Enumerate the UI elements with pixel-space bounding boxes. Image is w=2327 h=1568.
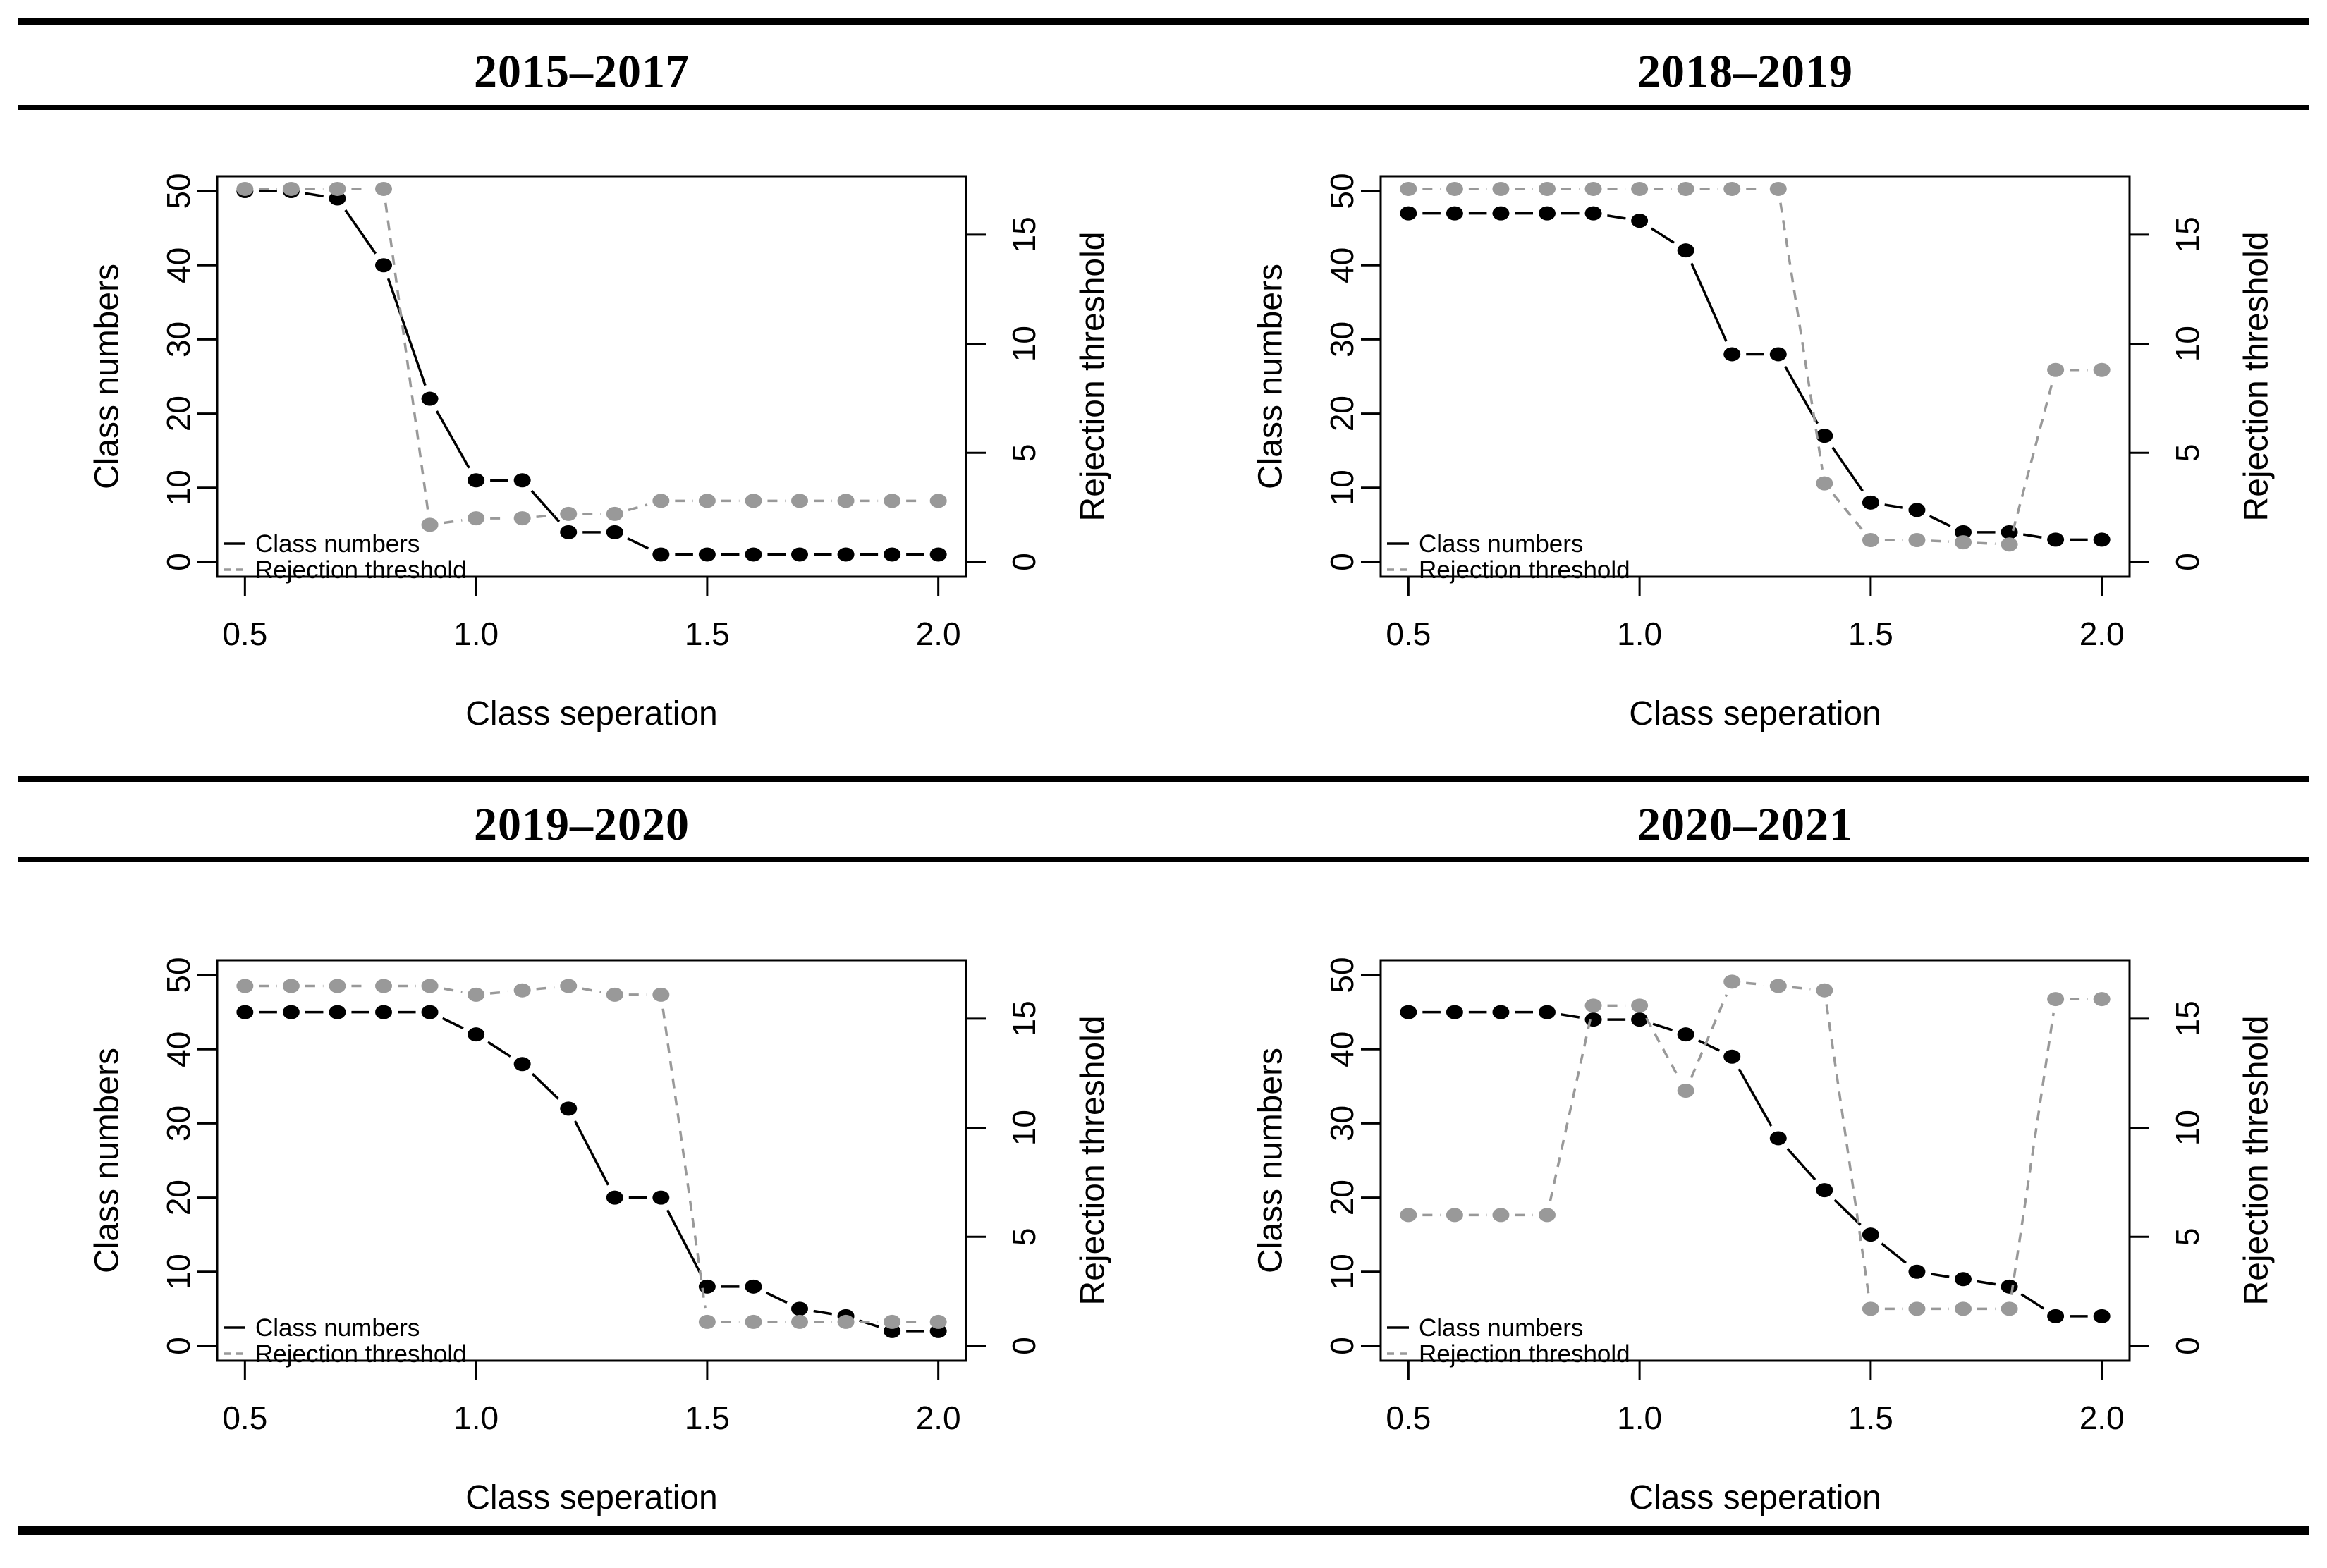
svg-text:0: 0 xyxy=(160,553,197,571)
svg-text:10: 10 xyxy=(2169,326,2206,362)
svg-text:Rejection threshold: Rejection threshold xyxy=(255,556,467,584)
chart-panel-2019-2020: 0.5 1.0 1.5 2.0 0 10 20 30 40 50 0 5 10 15 Class numbe… xyxy=(0,784,1164,1568)
svg-text:15: 15 xyxy=(2169,216,2206,252)
svg-text:Class numbers: Class numbers xyxy=(1252,264,1290,489)
svg-text:2.0: 2.0 xyxy=(2079,615,2125,652)
svg-text:5: 5 xyxy=(2169,1227,2206,1246)
svg-text:2.0: 2.0 xyxy=(916,1399,961,1436)
svg-text:1.5: 1.5 xyxy=(1848,1399,1893,1436)
svg-text:20: 20 xyxy=(1324,1180,1360,1215)
svg-text:Class numbers: Class numbers xyxy=(1252,1048,1290,1273)
svg-text:Class numbers: Class numbers xyxy=(1419,530,1583,558)
svg-text:Rejection threshold: Rejection threshold xyxy=(1419,556,1630,584)
svg-text:Class numbers: Class numbers xyxy=(255,1314,420,1342)
panel-title-2018-2019: 2018–2019 xyxy=(1637,46,1853,97)
svg-text:0: 0 xyxy=(2169,553,2206,571)
panel-title-2020-2021: 2020–2021 xyxy=(1637,799,1853,850)
svg-text:Class numbers: Class numbers xyxy=(255,530,420,558)
svg-text:5: 5 xyxy=(1006,1227,1042,1246)
panel-title-2015-2017: 2015–2017 xyxy=(474,46,690,97)
chart-canvas: 0.5 1.0 1.5 2.0 0 10 20 30 40 50 0 5 10 15 Class numbe… xyxy=(1252,957,2276,1517)
svg-text:1.0: 1.0 xyxy=(1617,1399,1662,1436)
svg-text:15: 15 xyxy=(2169,1000,2206,1036)
svg-text:30: 30 xyxy=(160,321,197,357)
svg-text:40: 40 xyxy=(160,1031,197,1067)
svg-text:0: 0 xyxy=(160,1337,197,1355)
svg-text:10: 10 xyxy=(1324,470,1360,506)
panel-title-2019-2020: 2019–2020 xyxy=(474,799,690,850)
row2-title-underline-rule xyxy=(18,857,2309,862)
chart-panel-2020-2021: 0.5 1.0 1.5 2.0 0 10 20 30 40 50 0 5 10 15 Class numbe… xyxy=(1164,784,2327,1568)
svg-text:50: 50 xyxy=(160,173,197,209)
svg-text:20: 20 xyxy=(1324,396,1360,431)
svg-text:Rejection threshold: Rejection threshold xyxy=(255,1340,467,1368)
svg-text:0.5: 0.5 xyxy=(222,1399,267,1436)
svg-text:Class seperation: Class seperation xyxy=(1629,695,1881,733)
svg-text:Class seperation: Class seperation xyxy=(465,1479,718,1517)
chart-canvas: 0.5 1.0 1.5 2.0 0 10 20 30 40 50 0 5 10 15 Class numbe… xyxy=(1252,173,2276,733)
svg-text:5: 5 xyxy=(2169,443,2206,462)
svg-text:10: 10 xyxy=(2169,1110,2206,1146)
svg-text:Class numbers: Class numbers xyxy=(89,1048,126,1273)
svg-text:1.0: 1.0 xyxy=(453,615,499,652)
svg-text:1.5: 1.5 xyxy=(685,615,730,652)
svg-text:Rejection threshold: Rejection threshold xyxy=(1075,1016,1112,1306)
svg-text:20: 20 xyxy=(160,1180,197,1215)
svg-text:50: 50 xyxy=(160,957,197,993)
svg-text:0: 0 xyxy=(1006,1337,1042,1355)
svg-text:30: 30 xyxy=(1324,1105,1360,1141)
svg-text:Class numbers: Class numbers xyxy=(1419,1314,1583,1342)
svg-text:30: 30 xyxy=(1324,321,1360,357)
svg-text:2.0: 2.0 xyxy=(2079,1399,2125,1436)
svg-text:1.0: 1.0 xyxy=(1617,615,1662,652)
bottom-rule xyxy=(18,1526,2309,1535)
chart-canvas: 0.5 1.0 1.5 2.0 0 10 20 30 40 50 0 5 10 15 Class numbe… xyxy=(89,173,1112,733)
middle-rule xyxy=(18,776,2309,782)
svg-text:10: 10 xyxy=(1006,326,1042,362)
svg-text:0: 0 xyxy=(2169,1337,2206,1355)
svg-text:40: 40 xyxy=(1324,247,1360,283)
svg-text:15: 15 xyxy=(1006,216,1042,252)
svg-text:Rejection threshold: Rejection threshold xyxy=(2238,1016,2276,1306)
svg-text:0.5: 0.5 xyxy=(222,615,267,652)
svg-text:10: 10 xyxy=(1006,1110,1042,1146)
svg-text:50: 50 xyxy=(1324,957,1360,993)
svg-text:30: 30 xyxy=(160,1105,197,1141)
svg-text:0: 0 xyxy=(1324,1337,1360,1355)
svg-text:15: 15 xyxy=(1006,1000,1042,1036)
svg-text:0: 0 xyxy=(1006,553,1042,571)
svg-text:0: 0 xyxy=(1324,553,1360,571)
svg-text:10: 10 xyxy=(160,470,197,506)
row1-title-underline-rule xyxy=(18,105,2309,110)
svg-text:40: 40 xyxy=(160,247,197,283)
svg-text:40: 40 xyxy=(1324,1031,1360,1067)
svg-text:20: 20 xyxy=(160,396,197,431)
chart-canvas: 0.5 1.0 1.5 2.0 0 10 20 30 40 50 0 5 10 15 Class numbe… xyxy=(89,957,1112,1517)
svg-text:50: 50 xyxy=(1324,173,1360,209)
svg-text:2.0: 2.0 xyxy=(916,615,961,652)
svg-text:5: 5 xyxy=(1006,443,1042,462)
svg-text:Class seperation: Class seperation xyxy=(465,695,718,733)
top-rule xyxy=(18,18,2309,25)
svg-text:Rejection threshold: Rejection threshold xyxy=(1419,1340,1630,1368)
svg-text:Rejection threshold: Rejection threshold xyxy=(1075,232,1112,522)
svg-text:10: 10 xyxy=(1324,1254,1360,1290)
svg-text:Rejection threshold: Rejection threshold xyxy=(2238,232,2276,522)
chart-panel-2015-2017: 0.5 1.0 1.5 2.0 0 10 20 30 40 50 0 5 10 15 Class numbe… xyxy=(0,0,1164,784)
chart-panel-2018-2019: 0.5 1.0 1.5 2.0 0 10 20 30 40 50 0 5 10 15 Class numbe… xyxy=(1164,0,2327,784)
svg-text:1.5: 1.5 xyxy=(685,1399,730,1436)
svg-text:10: 10 xyxy=(160,1254,197,1290)
svg-text:0.5: 0.5 xyxy=(1386,1399,1431,1436)
svg-text:Class seperation: Class seperation xyxy=(1629,1479,1881,1517)
svg-text:1.0: 1.0 xyxy=(453,1399,499,1436)
svg-text:Class numbers: Class numbers xyxy=(89,264,126,489)
svg-text:1.5: 1.5 xyxy=(1848,615,1893,652)
svg-text:0.5: 0.5 xyxy=(1386,615,1431,652)
